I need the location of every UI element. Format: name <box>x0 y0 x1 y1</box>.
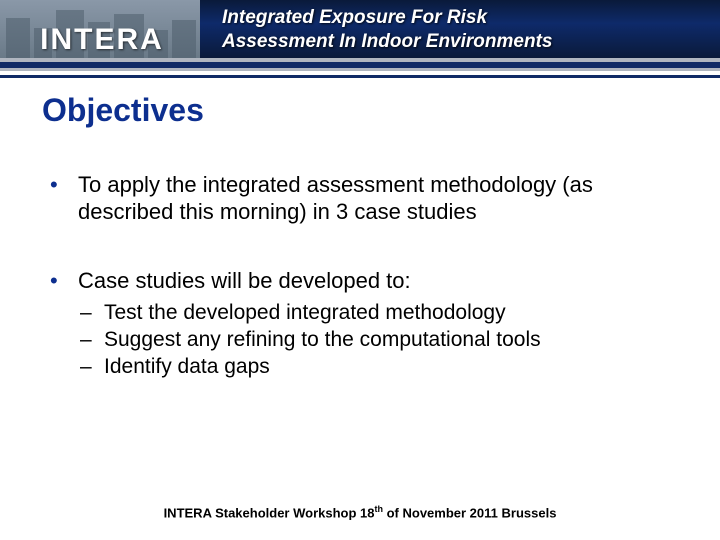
sub-bullet-item: Identify data gaps <box>78 354 680 381</box>
footer-suffix: of November 2011 Brussels <box>383 505 556 520</box>
logo: INTERA <box>8 18 196 62</box>
footer-text: INTERA Stakeholder Workshop 18th of Nove… <box>0 504 720 520</box>
header-title-line2: Assessment In Indoor Environments <box>222 31 552 52</box>
footer-prefix: INTERA Stakeholder Workshop 18 <box>164 505 375 520</box>
sub-bullet-text: Identify data gaps <box>104 355 270 378</box>
sub-bullet-item: Test the developed integrated methodolog… <box>78 300 680 327</box>
sub-bullet-text: Suggest any refining to the computationa… <box>104 328 541 351</box>
footer-sup: th <box>375 504 384 514</box>
bullet-item: To apply the integrated assessment metho… <box>44 172 680 226</box>
sub-bullet-item: Suggest any refining to the computationa… <box>78 327 680 354</box>
header-banner: INTERA Integrated Exposure For Risk Asse… <box>0 0 720 78</box>
slide-title: Objectives <box>42 92 204 129</box>
header-title-line1: Integrated Exposure For Risk <box>222 7 487 28</box>
bullet-text: To apply the integrated assessment metho… <box>78 172 593 224</box>
bullet-text: Case studies will be developed to: <box>78 268 411 293</box>
bullet-list: To apply the integrated assessment metho… <box>44 172 680 423</box>
sub-bullet-text: Test the developed integrated methodolog… <box>104 301 506 324</box>
bullet-item: Case studies will be developed to: Test … <box>44 268 680 381</box>
content-area: Objectives To apply the integrated asses… <box>0 78 720 540</box>
header-title: Integrated Exposure For Risk Assessment … <box>222 6 710 54</box>
slide: INTERA Integrated Exposure For Risk Asse… <box>0 0 720 540</box>
logo-text: INTERA <box>40 23 164 57</box>
